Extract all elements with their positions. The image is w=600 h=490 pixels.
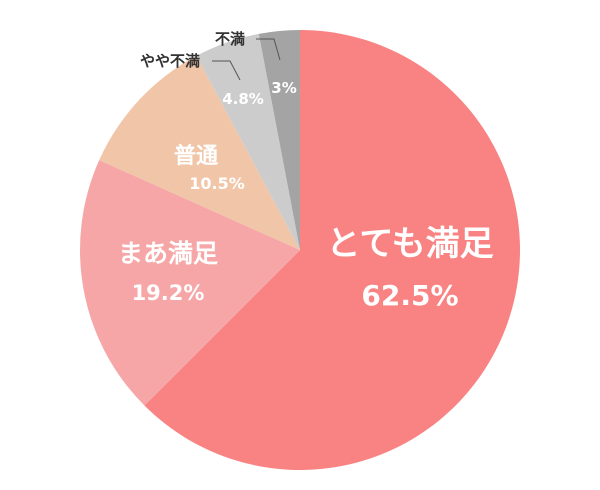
slice-label-maa-manzoku: まあ満足	[118, 239, 218, 268]
slice-value-fuman: 3%	[271, 79, 296, 97]
pie-slice-yaya-fuman	[196, 33, 300, 251]
slice-label-fuman: 不満	[215, 30, 245, 48]
labels-layer: とても満足 62.5% まあ満足 19.2% 普通 10.5% 4.8% やや不…	[118, 30, 494, 312]
slice-value-totemo-manzoku: 62.5%	[361, 279, 458, 312]
leader-line-yaya-fuman	[212, 60, 241, 81]
slices-layer	[80, 30, 521, 470]
leader-line-fuman	[256, 38, 281, 61]
slice-value-futsuu: 10.5%	[189, 174, 245, 193]
pie-slice-futsuu	[99, 55, 301, 251]
slice-label-yaya-fuman: やや不満	[140, 52, 200, 70]
pie-slice-maa-manzoku	[80, 160, 300, 406]
slice-value-maa-manzoku: 19.2%	[132, 281, 205, 305]
pie-slice-fuman	[258, 30, 300, 250]
slice-value-yaya-fuman: 4.8%	[222, 90, 264, 108]
slice-label-totemo-manzoku: とても満足	[326, 224, 493, 264]
pie-slice-totemo-manzoku	[144, 30, 521, 470]
slice-label-futsuu: 普通	[174, 143, 218, 169]
